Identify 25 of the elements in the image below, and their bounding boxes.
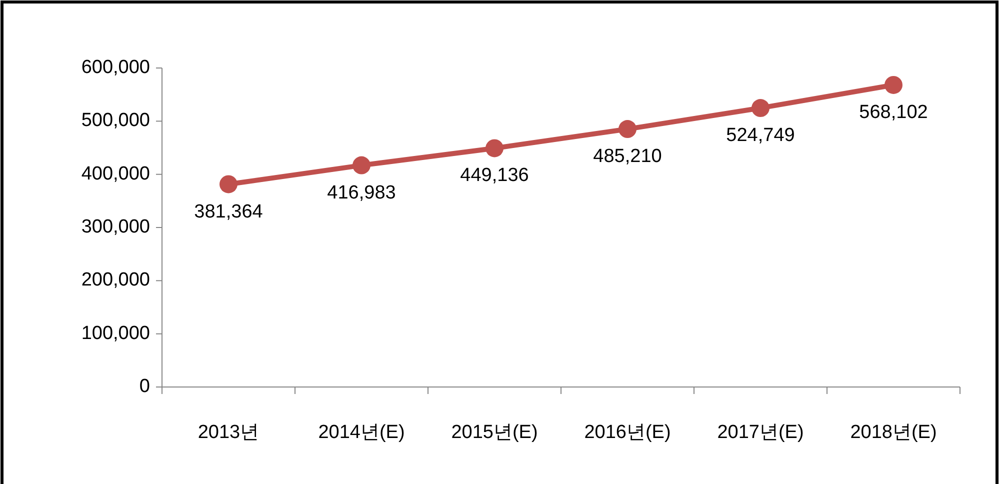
data-label: 568,102: [859, 102, 928, 123]
data-label: 381,364: [194, 201, 264, 222]
y-tick-label: 600,000: [81, 57, 150, 78]
y-tick-label: 0: [139, 376, 150, 398]
x-tick-label: 2016년(E): [584, 422, 671, 444]
point: [486, 139, 504, 158]
data-label: 485,210: [593, 146, 662, 168]
point: [752, 99, 770, 118]
data-label: 524,749: [726, 125, 795, 146]
point: [618, 120, 636, 138]
y-tick-label: 200,000: [81, 270, 150, 291]
point: [884, 76, 902, 94]
y-tick-label: 300,000: [81, 216, 150, 238]
y-tick-label: 500,000: [81, 110, 150, 132]
x-tick-label: 2013년: [198, 422, 260, 444]
point: [352, 156, 370, 174]
y-tick-label: 100,000: [81, 322, 150, 344]
x-tick-label: 2015년(E): [451, 422, 538, 444]
x-tick-label: 2018년(E): [850, 422, 937, 444]
data-label: 416,983: [327, 182, 396, 204]
x-tick-label: 2017년(E): [717, 422, 804, 444]
x-tick-label: 2014년(E): [318, 422, 405, 444]
data-label: 449,136: [460, 165, 529, 186]
point: [220, 175, 238, 194]
y-tick-label: 400,000: [81, 163, 150, 184]
